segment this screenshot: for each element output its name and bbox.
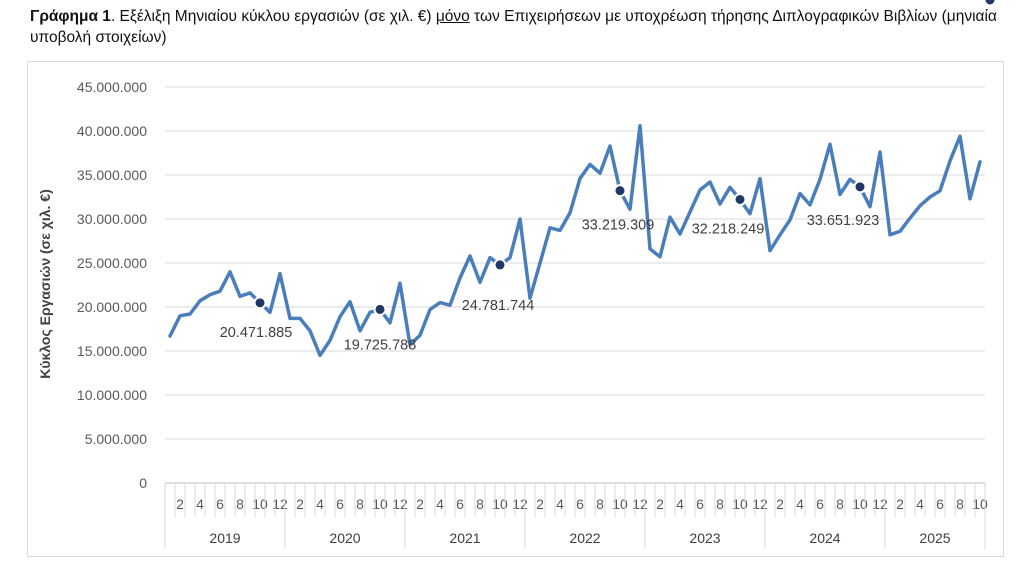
caption-text-1: . Εξέλιξη Μηνιαίου κύκλου εργασιών (σε χ… [110, 8, 436, 25]
data-label: 33.219.309 [582, 218, 655, 234]
x-tick-label: 6 [576, 496, 584, 512]
x-tick-label: 2 [896, 496, 904, 512]
x-tick-label: 8 [956, 496, 964, 512]
caption-text-2: των Επιχειρήσεων με υποχρέωση τήρησης Δι… [30, 8, 997, 46]
y-tick-label: 30.000.000 [77, 211, 147, 227]
x-tick-label: 8 [236, 496, 244, 512]
x-tick-label: 12 [512, 496, 528, 512]
x-tick-label: 10 [612, 496, 628, 512]
x-tick-label: 2 [776, 496, 784, 512]
x-tick-label: 4 [916, 496, 924, 512]
x-tick-label: 2 [656, 496, 664, 512]
data-label: 32.218.249 [692, 221, 765, 237]
x-tick-label: 8 [356, 496, 364, 512]
chart-frame [27, 61, 1004, 557]
year-label: 2020 [329, 530, 360, 546]
data-annotations: 20.471.885 19.725.788 24.781.744 33.219.309… [220, 0, 1002, 353]
y-tick-label: 0 [139, 475, 147, 491]
x-tick-label: 2 [536, 496, 544, 512]
x-tick-label: 2 [176, 496, 184, 512]
y-axis-label: Κύκλος Εργασιών (σε χιλ. €) [37, 189, 53, 379]
chart-caption: Γράφημα 1. Εξέλιξη Μηνιαίου κύκλου εργασ… [30, 6, 1015, 48]
x-tick-label: 12 [872, 496, 888, 512]
x-tick-label: 10 [972, 496, 988, 512]
x-tick-label: 12 [392, 496, 408, 512]
y-tick-label: 35.000.000 [77, 167, 147, 183]
x-tick-label: 10 [732, 496, 748, 512]
y-tick-label: 10.000.000 [77, 387, 147, 403]
year-label: 2019 [209, 530, 240, 546]
caption-emphasis: μόνο [435, 8, 470, 25]
x-tick-label: 6 [816, 496, 824, 512]
data-point-marker [853, 180, 867, 194]
x-axis: 2 4 6 8 10 12 2 4 6 8 10 12 2 4 6 8 10 12 2 4 6 8 10 12 2 4 6 8 10 12… [164, 482, 988, 549]
x-tick-label: 4 [556, 496, 564, 512]
x-tick-label: 10 [492, 496, 508, 512]
x-tick-label: 10 [252, 496, 268, 512]
y-tick-label: 40.000.000 [77, 123, 147, 139]
x-tick-label: 12 [272, 496, 288, 512]
x-tick-label: 6 [696, 496, 704, 512]
data-point-marker [613, 184, 627, 198]
data-label: 24.781.744 [462, 298, 535, 314]
y-tick-label: 20.000.000 [77, 299, 147, 315]
data-label: 20.471.885 [220, 325, 293, 341]
x-tick-label: 6 [216, 496, 224, 512]
data-label: 19.725.788 [344, 337, 417, 353]
y-tick-label: 45.000.000 [77, 79, 147, 95]
x-tick-label: 12 [632, 496, 648, 512]
year-label: 2021 [449, 530, 480, 546]
year-label: 2024 [809, 530, 840, 546]
x-tick-label: 2 [416, 496, 424, 512]
x-tick-label: 4 [436, 496, 444, 512]
y-axis-ticks: 0 5.000.000 10.000.000 15.000.000 20.000.000… [77, 79, 147, 491]
data-point-marker [253, 296, 267, 310]
x-tick-label: 4 [316, 496, 324, 512]
x-tick-label: 6 [336, 496, 344, 512]
data-point-marker [373, 302, 387, 316]
data-label: 34.486.065 [929, 0, 1002, 4]
data-label: 33.651.923 [807, 213, 880, 229]
x-tick-label: 12 [752, 496, 768, 512]
y-tick-label: 25.000.000 [77, 255, 147, 271]
x-tick-label: 6 [456, 496, 464, 512]
x-tick-label: 4 [196, 496, 204, 512]
year-label: 2023 [689, 530, 720, 546]
data-point-marker [733, 192, 747, 206]
data-point-marker [493, 258, 507, 272]
x-tick-label: 4 [796, 496, 804, 512]
x-tick-label: 4 [676, 496, 684, 512]
x-tick-label: 8 [476, 496, 484, 512]
y-tick-label: 5.000.000 [85, 431, 147, 447]
x-tick-label: 8 [596, 496, 604, 512]
year-label: 2022 [569, 530, 600, 546]
caption-label: Γράφημα 1 [30, 8, 111, 25]
data-point-marker [983, 0, 997, 7]
x-tick-label: 8 [716, 496, 724, 512]
y-tick-label: 15.000.000 [77, 343, 147, 359]
x-tick-label: 10 [852, 496, 868, 512]
x-tick-label: 10 [372, 496, 388, 512]
year-label: 2025 [919, 530, 950, 546]
series-line [168, 123, 982, 358]
gridlines [165, 86, 985, 440]
x-tick-label: 8 [836, 496, 844, 512]
x-tick-label: 2 [296, 496, 304, 512]
x-tick-label: 6 [936, 496, 944, 512]
